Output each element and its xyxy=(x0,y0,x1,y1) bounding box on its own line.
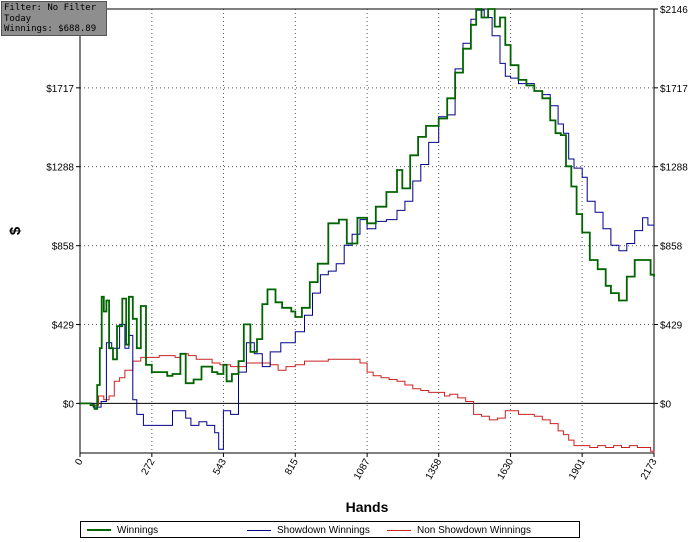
series-layer xyxy=(80,8,655,453)
y-tick-label-left: $429 xyxy=(52,321,75,332)
x-tick-label: 272 xyxy=(140,457,158,477)
filter-info-box: Filter: No Filter Today Winnings: $688.8… xyxy=(1,1,107,36)
y-tick-label-left: $1288 xyxy=(46,163,74,174)
period-text: Today xyxy=(4,13,32,24)
y-axis-label: $ xyxy=(7,226,24,235)
x-tick-label: 1630 xyxy=(496,457,517,482)
grid-lines xyxy=(80,8,654,453)
x-tick-label: 0 xyxy=(73,457,86,468)
legend-item-showdown: Showdown Winnings xyxy=(247,524,370,536)
x-tick-label: 1358 xyxy=(424,457,445,482)
filter-text: Filter: No Filter xyxy=(4,3,97,13)
legend-label-winnings: Winnings xyxy=(117,524,159,536)
series-line-showdown-winnings xyxy=(80,9,655,450)
y-tick-label-right: $2146 xyxy=(660,5,688,16)
y-tick-label-right: $0 xyxy=(660,399,672,410)
legend-label-showdown: Showdown Winnings xyxy=(277,524,370,536)
series-line-non-showdown-winnings xyxy=(80,353,655,453)
x-tick-label: 2173 xyxy=(639,457,660,482)
axis-ticks: $0 $0 $429 $429 $858 $858 $1288 $1288 $1717 $1717… xyxy=(46,5,688,482)
series-line-winnings xyxy=(80,8,655,410)
legend-swatch-showdown xyxy=(247,529,271,531)
y-tick-label-right: $1288 xyxy=(660,163,688,174)
x-tick-label: 1901 xyxy=(567,457,588,482)
legend-item-winnings: Winnings xyxy=(87,524,158,536)
plot-area-frame xyxy=(79,8,655,454)
chart-legend: Winnings Showdown Winnings Non Showdown … xyxy=(80,521,580,538)
y-tick-label-left: $858 xyxy=(52,242,75,253)
legend-swatch-non-showdown xyxy=(387,529,411,531)
legend-label-non-showdown: Non Showdown Winnings xyxy=(417,524,531,536)
legend-swatch-winnings xyxy=(87,529,111,531)
y-tick-label-right: $1717 xyxy=(660,84,688,95)
y-tick-label-right: $858 xyxy=(660,242,683,253)
x-tick-label: 1087 xyxy=(352,457,373,482)
winnings-text: Winnings: $688.89 xyxy=(4,24,97,34)
y-tick-label-right: $429 xyxy=(660,321,683,332)
x-tick-label: 543 xyxy=(211,457,229,477)
x-tick-label: 815 xyxy=(283,457,301,477)
y-tick-label-left: $0 xyxy=(63,399,75,410)
legend-item-non-showdown: Non Showdown Winnings xyxy=(387,524,531,536)
y-tick-label-left: $1717 xyxy=(46,84,74,95)
x-axis-label: Hands xyxy=(346,499,389,515)
